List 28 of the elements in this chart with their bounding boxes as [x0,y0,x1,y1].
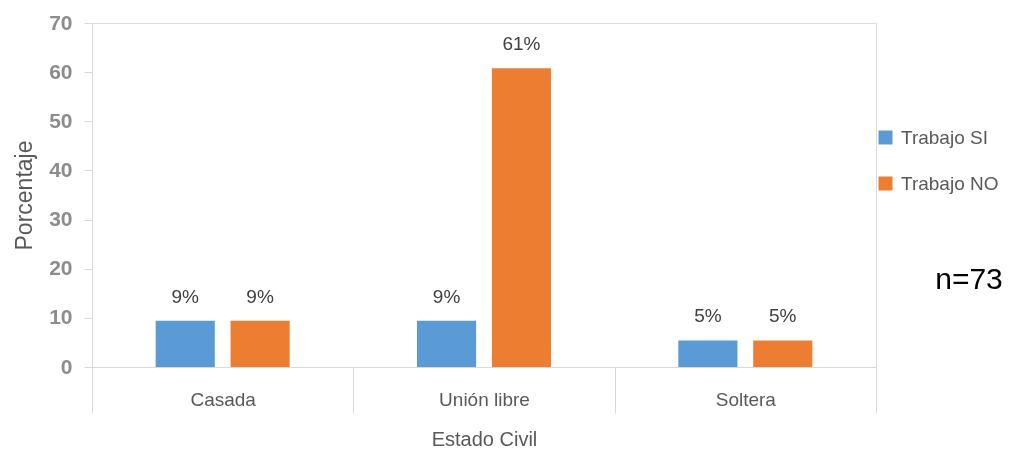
y-tick-label: 60 [49,59,73,83]
y-tick-label: 40 [49,157,73,181]
data-label: 61% [502,33,541,55]
data-label: 5% [769,305,797,327]
bar [678,340,738,367]
bar [416,320,477,367]
data-label: 5% [694,305,722,327]
x-tick-label: Unión libre [439,388,530,410]
x-tick-label: Soltera [715,388,777,410]
y-axis-title: Porcentaje [11,140,38,251]
legend-label: Trabajo SI [901,126,988,148]
bar [155,320,215,367]
data-label: 9% [432,285,461,307]
text: n=73 [935,262,1003,295]
y-tick-label: 30 [49,207,73,231]
data-label: 9% [246,285,274,307]
y-tick-label: 20 [49,256,73,280]
y-tick-label: 70 [49,10,73,34]
x-axis-title: Estado Civil [431,428,538,450]
bar [230,320,290,367]
y-tick-label: 0 [60,354,73,378]
x-tick-label: Casada [190,388,257,410]
y-tick-label: 10 [49,305,73,329]
bar [491,68,552,367]
legend-label: Trabajo NO [901,172,999,194]
y-tick-label: 50 [49,108,73,132]
bar [753,340,813,367]
data-label: 9% [171,285,200,307]
